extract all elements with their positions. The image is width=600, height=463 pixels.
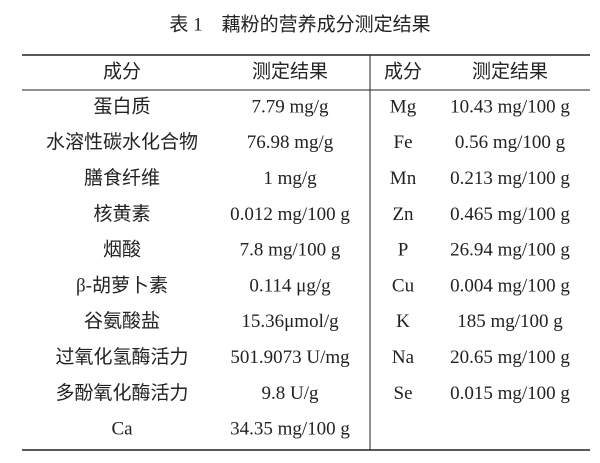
table-cell: 过氧化氢酶活力	[55, 346, 188, 368]
table-cell: 0.213 mg/100 g	[450, 168, 570, 189]
table-cell: 9.8 U/g	[262, 383, 320, 404]
table-cell: 7.79 mg/g	[251, 96, 329, 117]
table-cell: 34.35 mg/100 g	[230, 419, 350, 440]
table-cell: 0.465 mg/100 g	[450, 204, 570, 225]
table-cell: 0.015 mg/100 g	[450, 383, 570, 404]
table-cell: 1 mg/g	[263, 168, 317, 189]
table-cell: 膳食纤维	[84, 167, 160, 189]
table-cell: Na	[392, 347, 415, 368]
table-cell: 501.9073 U/mg	[230, 347, 350, 368]
table-cell: P	[398, 240, 409, 261]
table-cell: 烟酸	[103, 239, 141, 261]
table-cell: 15.36μmol/g	[241, 311, 339, 332]
header-cell: 测定结果	[472, 60, 548, 82]
table-cell: 10.43 mg/100 g	[450, 96, 570, 117]
table-cell: 185 mg/100 g	[457, 311, 563, 332]
table-cell: 26.94 mg/100 g	[450, 240, 570, 261]
table-cell: β-胡萝卜素	[76, 274, 168, 296]
header-cell: 测定结果	[252, 60, 328, 82]
table-cell: 76.98 mg/g	[247, 132, 334, 153]
table-cell: 0.004 mg/100 g	[450, 275, 570, 296]
table-cell: 0.56 mg/100 g	[455, 132, 566, 153]
table-cell: Fe	[394, 132, 413, 153]
table-cell: 谷氨酸盐	[84, 310, 160, 332]
table-cell: 20.65 mg/100 g	[450, 347, 570, 368]
header-cell: 成分	[103, 60, 141, 82]
table-cell: Ca	[111, 419, 133, 440]
table-title: 表 1 藕粉的营养成分测定结果	[169, 13, 430, 35]
table-cell: 0.114 μg/g	[249, 275, 331, 296]
table-cell: 0.012 mg/100 g	[230, 204, 350, 225]
header-cell: 成分	[384, 60, 422, 82]
table-cell: Mg	[390, 96, 417, 117]
table-cell: Cu	[392, 275, 415, 296]
table-cell: 水溶性碳水化合物	[46, 131, 198, 153]
table-cell: 7.8 mg/100 g	[240, 240, 341, 261]
table-cell: 蛋白质	[93, 95, 150, 117]
table-cell: 多酚氧化酶活力	[55, 382, 188, 404]
table-cell: Se	[394, 383, 413, 404]
table-cell: Mn	[390, 168, 417, 189]
table-cell: Zn	[392, 204, 414, 225]
table-cell: K	[396, 311, 410, 332]
table-cell: 核黄素	[93, 203, 150, 225]
